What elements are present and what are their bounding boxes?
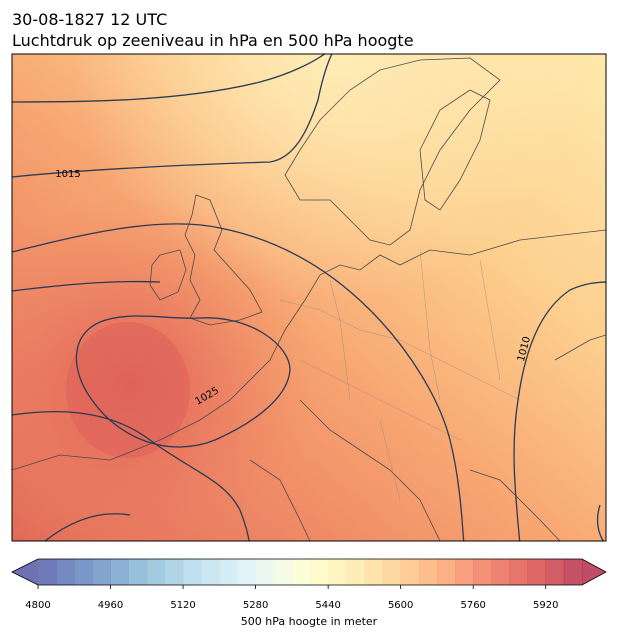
colorbar-band [291, 559, 311, 585]
colorbar-band [164, 559, 184, 585]
colorbar-band [436, 559, 456, 585]
map: 1015 1025 1010 [12, 54, 606, 541]
colorbar-band [92, 559, 111, 585]
colorbar-band [110, 559, 129, 585]
borders [279, 249, 521, 501]
contour-label: 1015 [55, 169, 80, 180]
colorbar-band [219, 559, 238, 585]
colorbar-band [201, 559, 220, 585]
colorbar-label: 500 hPa hoogte in meter [241, 615, 378, 628]
colorbar-band [346, 559, 365, 585]
colorbar-tick-label: 5600 [388, 600, 413, 611]
colorbar-band [491, 559, 510, 585]
colorbar-band [146, 559, 166, 585]
colorbar-band [56, 559, 75, 585]
colorbar-tick-label: 5280 [243, 600, 268, 611]
colorbar-band [382, 559, 401, 585]
colorbar-band [38, 559, 57, 585]
colorbar-tick-label: 5920 [533, 600, 558, 611]
colorbar-band [418, 559, 438, 585]
colorbar-tick-label: 4800 [25, 600, 50, 611]
colorbar-band [237, 559, 256, 585]
colorbar-band [255, 559, 275, 585]
colorbar-band [400, 559, 420, 585]
colorbar-band [328, 559, 347, 585]
map-frame [11, 53, 607, 542]
colorbar-band [527, 559, 547, 585]
colorbar-band [455, 559, 474, 585]
colorbar-band [310, 559, 329, 585]
colorbar-extend-low [12, 559, 38, 585]
colorbar-band [473, 559, 492, 585]
colorbar-tick-label: 5120 [170, 600, 195, 611]
colorbar-band [74, 559, 93, 585]
colorbar-band [128, 559, 148, 585]
colorbar-tick-label: 5760 [460, 600, 485, 611]
title-line1: 30-08-1827 12 UTC [12, 10, 167, 29]
coastlines [12, 57, 606, 541]
colorbar-band [545, 559, 565, 585]
colorbar-band [364, 559, 383, 585]
isobars [12, 54, 606, 541]
colorbar-band [273, 559, 293, 585]
colorbar-band [183, 559, 202, 585]
title-line2: Luchtdruk op zeeniveau in hPa en 500 hPa… [12, 31, 414, 50]
colorbar-extend-high [582, 559, 606, 585]
colorbar-tick-label: 5440 [315, 600, 340, 611]
colorbar-band [509, 559, 528, 585]
height-core [66, 322, 190, 458]
colorbar: 4800 4960 5120 5280 5440 5600 5760 5920 500 hPa … [11, 558, 607, 628]
colorbar-tick-label: 4960 [98, 600, 123, 611]
colorbar-band [563, 559, 583, 585]
height-field-low [12, 54, 606, 541]
